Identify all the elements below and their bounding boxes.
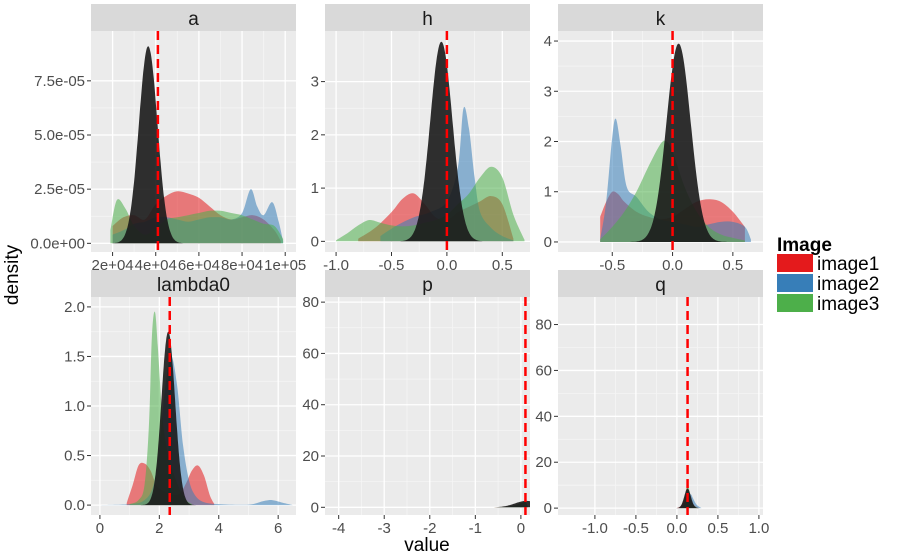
x-tick-label: 6 xyxy=(274,520,282,537)
prior-density xyxy=(111,46,186,244)
facet-strip-label: p xyxy=(422,275,433,296)
x-tick-label: 0.5 xyxy=(707,520,728,537)
y-tick-label: 3 xyxy=(544,83,552,100)
facet-strip-label: k xyxy=(656,9,666,30)
y-tick-label: 3 xyxy=(311,74,319,91)
x-tick-label: 0.5 xyxy=(492,257,513,274)
facet-strip-label: a xyxy=(188,9,199,30)
prior-density xyxy=(397,41,486,242)
legend-swatch-image3 xyxy=(777,294,813,312)
x-tick-label: 0.0 xyxy=(662,257,683,274)
y-tick-label: 1 xyxy=(544,184,552,201)
x-tick-label: -2 xyxy=(423,520,436,537)
facet-strip xyxy=(558,4,763,31)
panel-background xyxy=(325,297,530,515)
x-tick-label: 0.0 xyxy=(436,257,457,274)
y-tick-label: 20 xyxy=(302,448,319,465)
gridlines xyxy=(558,297,763,515)
legend-swatch-image1 xyxy=(777,254,813,272)
facet-strip xyxy=(325,270,530,297)
x-tick-label: 0 xyxy=(96,520,104,537)
legend-label-image2: image2 xyxy=(817,274,879,295)
legend-swatch-image2 xyxy=(777,274,813,292)
facet-strip-label: q xyxy=(655,275,666,296)
y-tick-label: 80 xyxy=(535,317,552,334)
plot-area xyxy=(99,311,294,506)
x-tick-label: 0.5 xyxy=(722,257,743,274)
facet-lambda0: lambda0 0 2 4 6 0.0 0.5 1.0 1.5 2.0 xyxy=(64,270,296,537)
y-tick-label: 1.0 xyxy=(64,398,85,415)
y-tick-label: 2.5e-05 xyxy=(34,181,85,198)
prior-density xyxy=(480,500,530,508)
facet-a: a 2e+04 4e+04 6e+04 8e+04 1e+05 0.0e+00 2.5e-05… xyxy=(30,4,306,274)
facet-panels: a 2e+04 4e+04 6e+04 8e+04 1e+05 0.0e+00 2.5e-05… xyxy=(30,4,769,537)
facet-q: q -1.0 -0.5 0.0 0.5 1.0 0 20 40 60 80 xyxy=(535,270,769,537)
facet-strip xyxy=(91,270,296,297)
y-tick-label: 0 xyxy=(544,234,552,251)
facet-strip xyxy=(325,4,530,31)
plot-area xyxy=(110,46,284,244)
x-tick-label: -0.5 xyxy=(599,257,625,274)
x-tick-label: -0.5 xyxy=(379,257,405,274)
facet-h: h -1.0 -0.5 0.0 0.5 0 1 2 3 xyxy=(311,4,530,274)
panel-background xyxy=(558,297,763,515)
x-tick-label: -3 xyxy=(378,520,391,537)
plot-area xyxy=(338,500,530,508)
y-tick-label: 7.5e-05 xyxy=(34,73,85,90)
y-tick-label: 4 xyxy=(544,33,552,50)
x-tick-label: 8e+04 xyxy=(221,257,263,274)
y-tick-label: 1.5 xyxy=(64,348,85,365)
y-tick-label: 0.0e+00 xyxy=(30,235,85,252)
gridlines xyxy=(325,297,530,515)
y-tick-label: 0 xyxy=(311,233,319,250)
x-tick-label: 0 xyxy=(517,520,525,537)
y-tick-label: 60 xyxy=(535,362,552,379)
x-tick-label: 0.0 xyxy=(666,520,687,537)
y-tick-label: 5.0e-05 xyxy=(34,127,85,144)
y-tick-label: 1 xyxy=(311,180,319,197)
x-tick-label: 2e+04 xyxy=(92,257,134,274)
y-tick-label: 40 xyxy=(535,408,552,425)
y-tick-label: 40 xyxy=(302,397,319,414)
x-tick-label: -0.5 xyxy=(623,520,649,537)
prior-density xyxy=(630,43,727,242)
y-tick-label: 0.0 xyxy=(64,497,85,514)
density-image3 xyxy=(129,311,192,506)
y-tick-label: 2 xyxy=(544,134,552,151)
x-tick-label: 1.0 xyxy=(748,520,769,537)
legend-label-image1: image1 xyxy=(817,254,879,275)
y-tick-label: 2 xyxy=(311,127,319,144)
y-tick-label: 0 xyxy=(544,500,552,517)
facet-strip-label: h xyxy=(422,9,433,30)
x-tick-label: -1.0 xyxy=(323,257,349,274)
legend-label-image3: image3 xyxy=(817,294,879,315)
facet-strip xyxy=(558,270,763,297)
x-tick-label: 4e+04 xyxy=(135,257,177,274)
y-tick-label: 0.5 xyxy=(64,448,85,465)
prior-density xyxy=(140,331,196,506)
legend-title: Image xyxy=(777,235,832,256)
density-image3 xyxy=(336,166,525,242)
x-tick-label: 4 xyxy=(215,520,223,537)
x-tick-label: -1 xyxy=(469,520,482,537)
facet-p: p -4 -3 -2 -1 0 0 20 40 60 80 xyxy=(302,270,530,537)
x-tick-label: 2 xyxy=(155,520,163,537)
x-tick-label: -4 xyxy=(332,520,345,537)
x-tick-label: 6e+04 xyxy=(178,257,220,274)
facet-k: k -0.5 0.0 0.5 0 1 2 3 4 xyxy=(544,4,763,274)
y-tick-label: 60 xyxy=(302,345,319,362)
y-tick-label: 80 xyxy=(302,294,319,311)
facet-strip-label: lambda0 xyxy=(157,275,230,296)
y-tick-label: 0 xyxy=(311,499,319,516)
x-axis-title: value xyxy=(404,535,449,556)
y-axis-title: density xyxy=(2,244,23,305)
x-tick-label: 1e+05 xyxy=(264,257,306,274)
y-tick-label: 20 xyxy=(535,454,552,471)
x-tick-label: -1.0 xyxy=(582,520,608,537)
facet-strip xyxy=(91,4,296,31)
y-tick-label: 2.0 xyxy=(64,299,85,316)
